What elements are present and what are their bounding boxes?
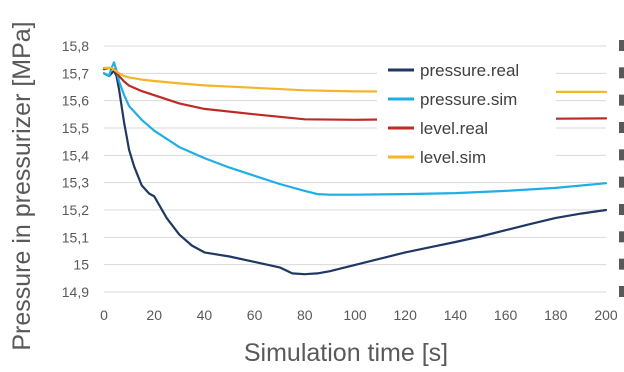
x-tick-labels: 0 20 40 60 80 100 120 140 160 180 200 <box>100 307 618 323</box>
x-tick-label: 180 <box>544 307 568 323</box>
x-tick-label: 200 <box>594 307 618 323</box>
x-tick-label: 40 <box>197 307 213 323</box>
legend-label: pressure.sim <box>420 90 517 109</box>
legend-label: level.real <box>420 119 488 138</box>
y-tick-label: 15,6 <box>62 93 89 109</box>
y-tick-label: 15,3 <box>62 175 89 191</box>
x-tick-label: 80 <box>297 307 313 323</box>
right-axis-label-fragment <box>619 204 624 215</box>
y-tick-label: 14,9 <box>62 284 89 300</box>
right-axis-label-fragment <box>619 40 624 51</box>
right-axis-label-fragment <box>619 94 624 106</box>
y-tick-label: 15,4 <box>62 147 89 163</box>
right-axis-label-fragment <box>619 176 624 188</box>
x-axis-title: Simulation time [s] <box>244 339 448 367</box>
right-axis-label-fragment <box>619 231 624 243</box>
y-tick-label: 15,2 <box>62 202 89 218</box>
x-tick-label: 140 <box>444 307 468 323</box>
y-tick-label: 15,7 <box>62 65 89 81</box>
x-tick-label: 100 <box>343 307 367 323</box>
right-axis-label-fragment <box>619 122 624 133</box>
legend: pressure.real pressure.sim level.real level… <box>377 48 556 176</box>
series-line-pressure-real <box>102 69 608 276</box>
right-axis-label-fragment <box>619 67 624 79</box>
y-tick-label: 15,8 <box>62 38 89 54</box>
x-tick-label: 160 <box>494 307 518 323</box>
x-tick-label: 20 <box>146 307 162 323</box>
y-tick-labels: 14,9 15 15,1 15,2 15,3 15,4 15,5 15,6 15,7 15,8 <box>62 38 89 300</box>
x-tick-label: 120 <box>394 307 418 323</box>
x-tick-label: 60 <box>247 307 263 323</box>
x-tick-label: 0 <box>100 307 108 323</box>
legend-label: level.sim <box>420 148 486 167</box>
right-axis-label-fragment <box>619 286 624 297</box>
y-axis-title: Pressure in pressurizer [MPa] <box>8 21 36 350</box>
right-axis-label-fragment <box>619 149 624 161</box>
gridlines <box>104 45 606 293</box>
legend-label: pressure.real <box>420 61 519 80</box>
right-axis-partial-labels <box>619 40 624 297</box>
right-axis-label-fragment <box>619 258 624 270</box>
y-tick-label: 15,5 <box>62 120 89 136</box>
y-tick-label: 15,1 <box>62 229 89 245</box>
series-line-pressure-sim <box>102 61 608 196</box>
y-tick-label: 15 <box>73 257 89 273</box>
